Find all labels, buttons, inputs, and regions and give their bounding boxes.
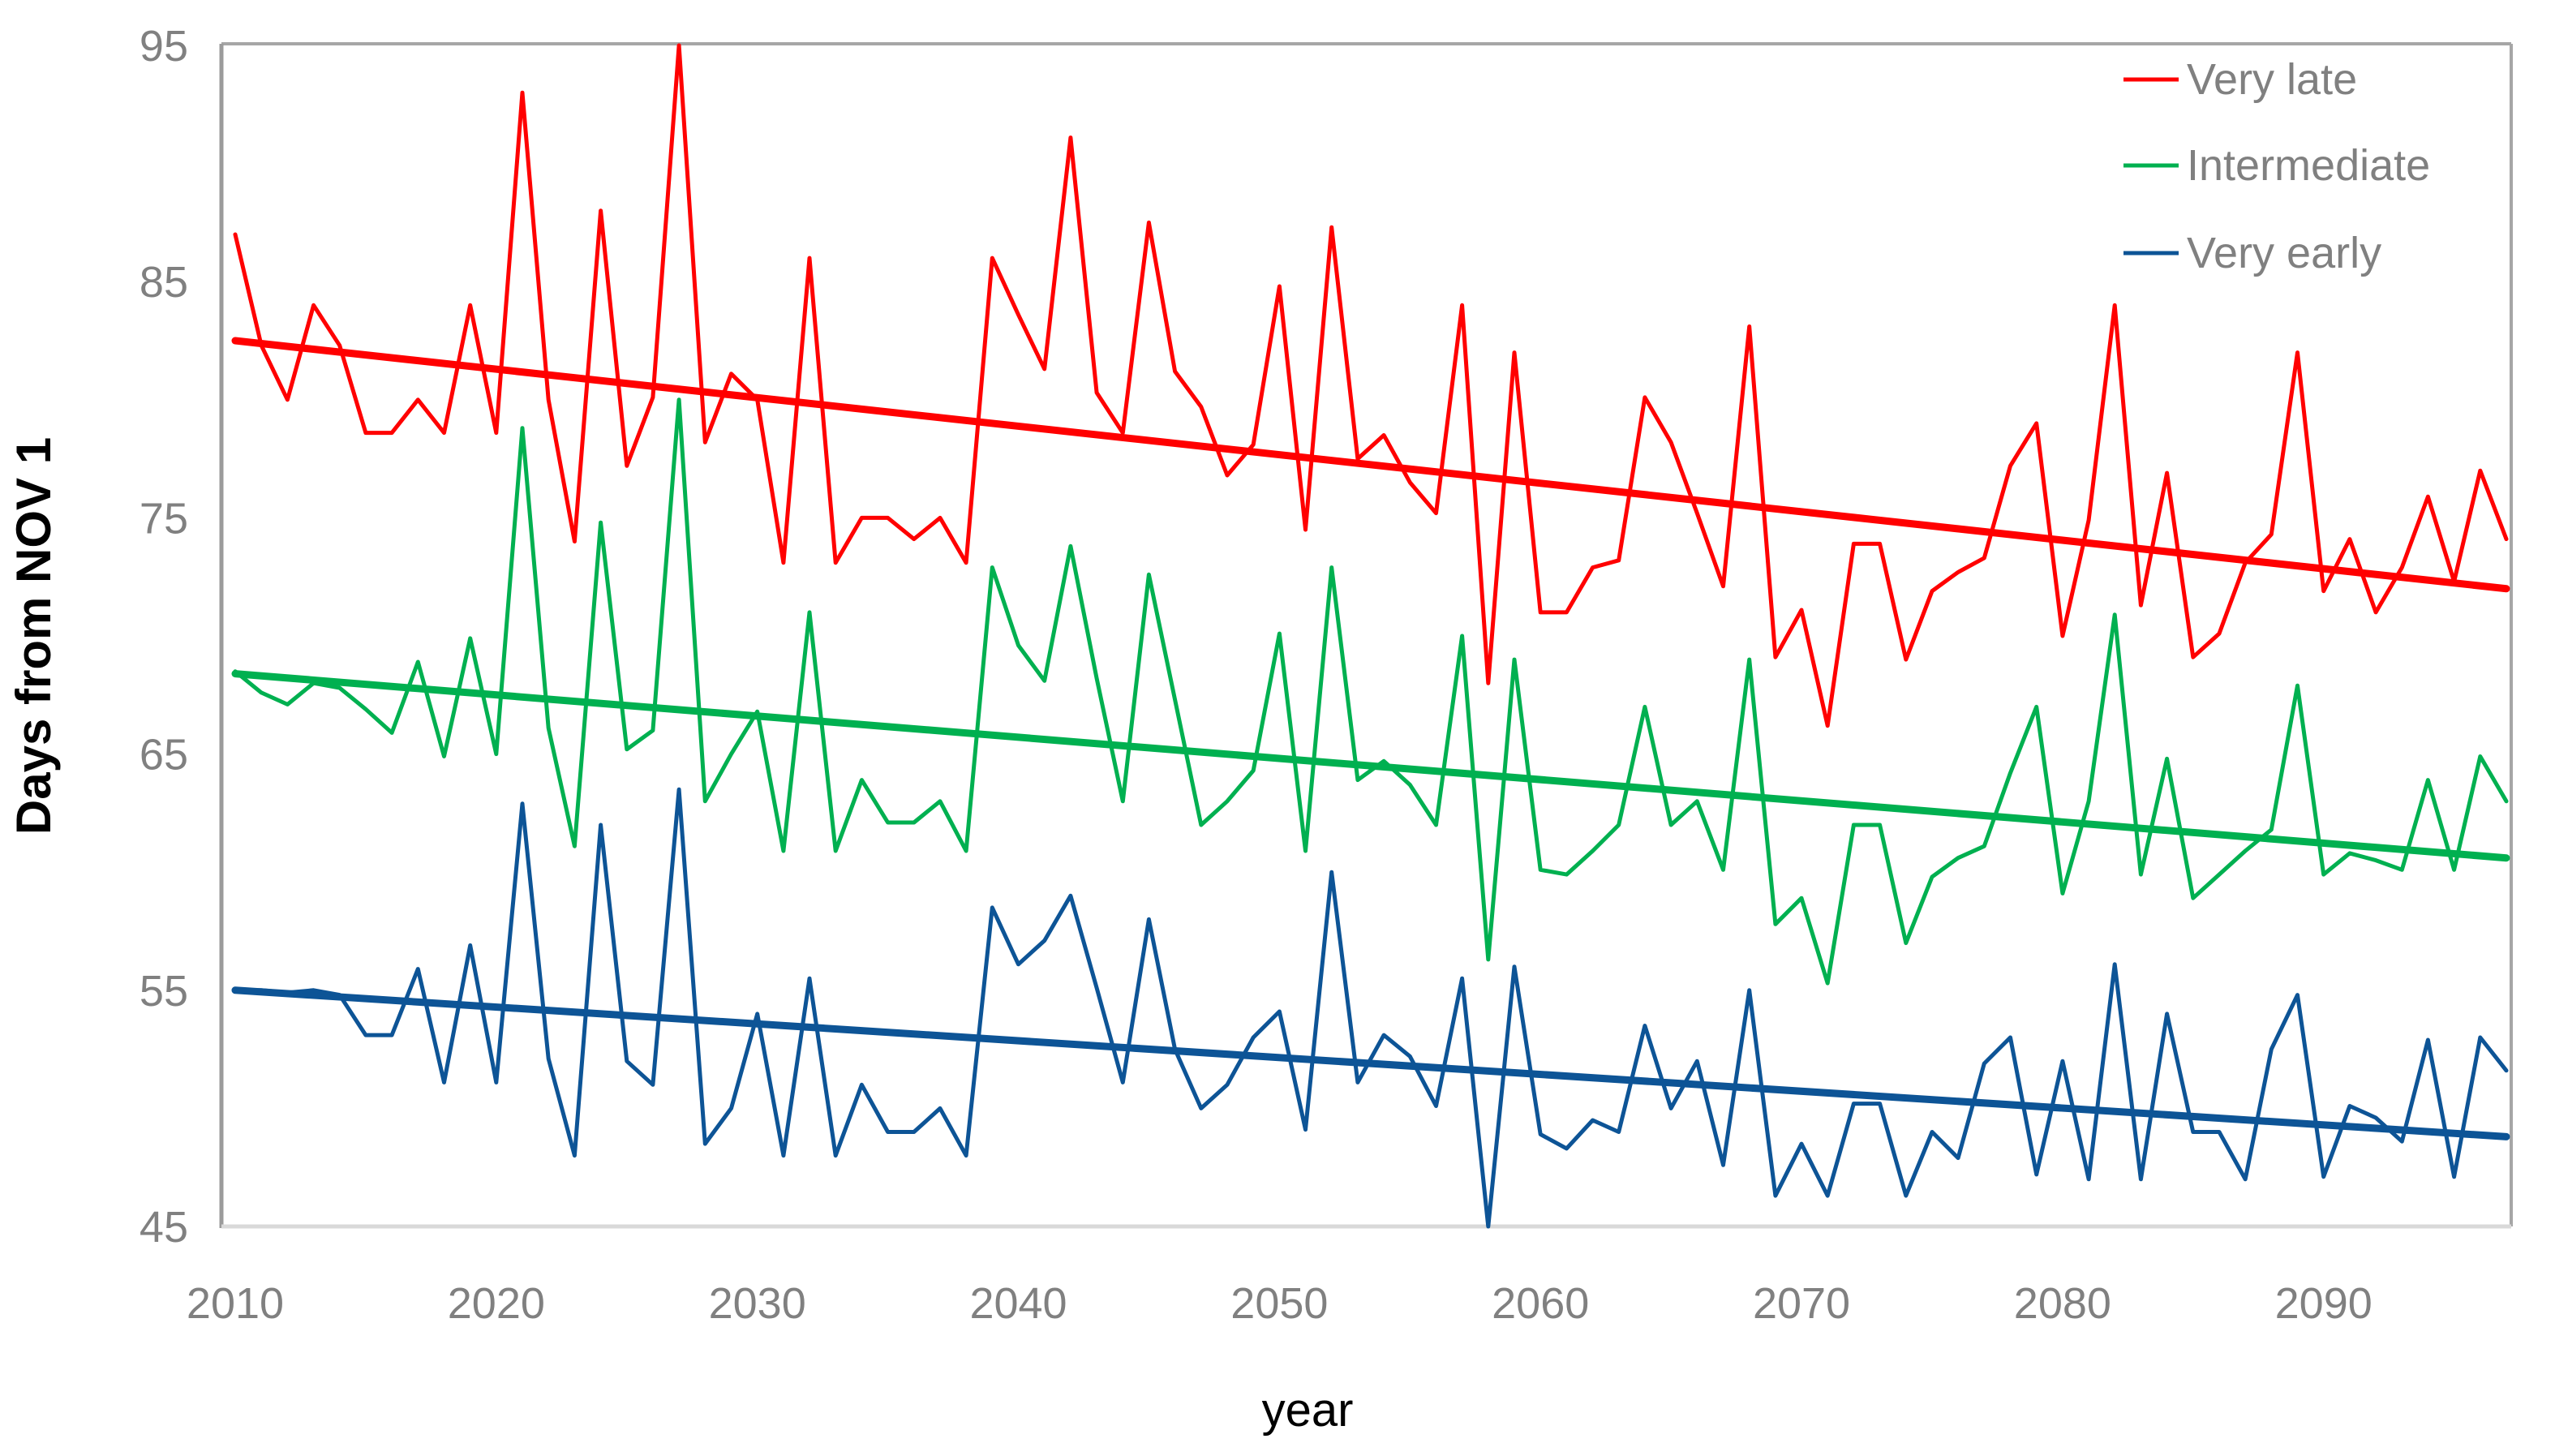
x-tick-label-2080: 2080 [2014,1279,2111,1328]
series-very-early-line [233,787,2509,1229]
legend-label-very-late: Very late [2187,55,2357,104]
legend-item-very-late: Very late [2123,55,2357,104]
x-tick-label-2070: 2070 [1753,1279,1850,1328]
x-tick-label-2040: 2040 [969,1279,1067,1328]
y-axis-title: Days from NOV 1 [6,437,61,835]
y-tick-label-85: 85 [140,258,188,307]
series-very-late-trend-line [231,337,2510,593]
y-axis-tick-labels: 95 85 75 65 55 45 [140,22,188,1252]
x-tick-label-2020: 2020 [448,1279,545,1328]
y-tick-label-95: 95 [140,22,188,71]
legend-item-intermediate: Intermediate [2123,141,2430,190]
trend-lines [231,337,2510,1140]
x-axis-title: year [1262,1384,1354,1437]
x-tick-label-2050: 2050 [1230,1279,1328,1328]
x-tick-label-2010: 2010 [187,1279,284,1328]
data-series-lines [233,43,2509,1229]
legend-item-very-early: Very early [2123,229,2381,277]
x-tick-label-2060: 2060 [1492,1279,1589,1328]
y-tick-label-45: 45 [140,1203,188,1252]
series-intermediate-line [233,397,2509,986]
x-axis-tick-labels: 2010 2020 2030 2040 2050 2060 2070 2080 2090 [187,1279,2372,1328]
series-very-early-trend-line [231,986,2510,1140]
series-very-late-line [233,43,2509,728]
y-tick-label-65: 65 [140,731,188,780]
legend-label-very-early: Very early [2187,229,2381,277]
y-tick-label-75: 75 [140,494,188,543]
legend: Very late Intermediate Very early [2123,55,2430,277]
x-tick-label-2090: 2090 [2275,1279,2372,1328]
series-intermediate-trend-line [231,670,2510,862]
legend-label-intermediate: Intermediate [2187,141,2430,190]
x-tick-label-2030: 2030 [709,1279,806,1328]
y-tick-label-55: 55 [140,967,188,1016]
